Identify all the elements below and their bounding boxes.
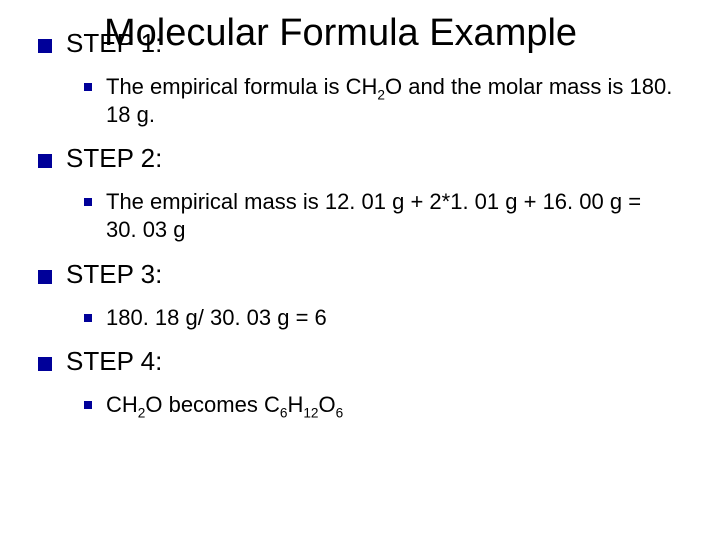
square-bullet-icon — [84, 83, 92, 91]
step-label: STEP 4: — [66, 346, 162, 377]
step-2-detail: The empirical mass is 12. 01 g + 2*1. 01… — [84, 188, 680, 244]
slide: { "title": "Molecular Formula Example", … — [0, 0, 720, 540]
content-area: STEP 1: The empirical formula is CH2O an… — [38, 28, 680, 433]
step-4-detail: CH2O becomes C6H12O6 — [84, 391, 680, 419]
step-label: STEP 1: — [66, 28, 162, 59]
step-1-detail: The empirical formula is CH2O and the mo… — [84, 73, 680, 129]
square-bullet-icon — [38, 39, 52, 53]
square-bullet-icon — [84, 314, 92, 322]
step-3-detail: 180. 18 g/ 30. 03 g = 6 — [84, 304, 680, 332]
detail-text: CH2O becomes C6H12O6 — [106, 391, 343, 419]
square-bullet-icon — [38, 357, 52, 371]
square-bullet-icon — [38, 270, 52, 284]
step-4-header: STEP 4: — [38, 346, 680, 377]
detail-text: 180. 18 g/ 30. 03 g = 6 — [106, 304, 327, 332]
detail-text: The empirical mass is 12. 01 g + 2*1. 01… — [106, 188, 674, 244]
square-bullet-icon — [84, 198, 92, 206]
step-1-header: STEP 1: — [38, 28, 680, 59]
square-bullet-icon — [84, 401, 92, 409]
step-label: STEP 3: — [66, 259, 162, 290]
step-label: STEP 2: — [66, 143, 162, 174]
step-3-header: STEP 3: — [38, 259, 680, 290]
detail-text: The empirical formula is CH2O and the mo… — [106, 73, 674, 129]
square-bullet-icon — [38, 154, 52, 168]
step-2-header: STEP 2: — [38, 143, 680, 174]
